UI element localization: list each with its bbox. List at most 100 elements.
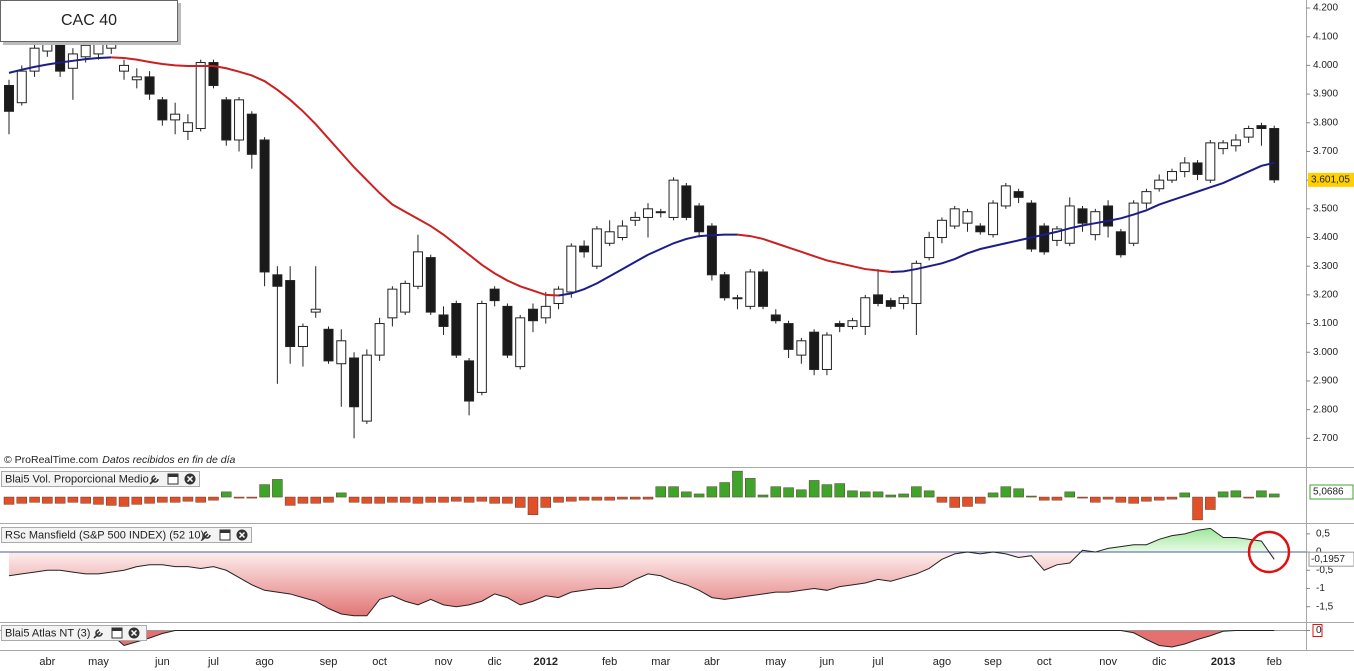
bar: [16, 496, 28, 504]
bar: [208, 496, 219, 501]
x-tick-label: sep: [320, 656, 338, 668]
candle-body: [617, 225, 628, 239]
bar: [169, 496, 181, 503]
candle-body: [1064, 205, 1075, 244]
candle-body: [119, 64, 130, 72]
candle-body: [489, 288, 500, 302]
candle-body: [1115, 231, 1126, 256]
bar: [284, 496, 296, 506]
bar: [489, 496, 500, 504]
x-tick-label: dic: [488, 656, 503, 668]
bar: [1128, 496, 1139, 504]
candle-body: [936, 219, 947, 239]
last-value-label: -0,1957: [1311, 554, 1345, 565]
bar: [361, 496, 373, 504]
bar: [221, 491, 232, 498]
settings-icon[interactable]: [149, 475, 159, 485]
bar: [604, 496, 615, 501]
candle-body: [591, 228, 602, 267]
candle-body: [885, 300, 896, 307]
bar: [195, 496, 206, 503]
bar: [476, 496, 488, 502]
bar: [706, 486, 718, 498]
candle-body: [962, 211, 973, 224]
candle-body: [681, 185, 692, 218]
y-tick-label: 3.500: [1313, 203, 1338, 214]
last-value-box: [1309, 484, 1354, 500]
bar: [949, 496, 960, 508]
bar: [770, 486, 782, 498]
candle-body: [668, 179, 679, 218]
bar: [668, 486, 679, 498]
y-tick-label: 3.200: [1313, 290, 1338, 301]
y-tick-label: 2.700: [1313, 433, 1338, 444]
bar: [681, 491, 692, 498]
panel-title: Blai5 Atlas NT (3): [5, 627, 90, 639]
candle-body: [425, 257, 436, 313]
close-x: [130, 629, 138, 637]
candle-body: [655, 211, 666, 214]
candle-body: [847, 320, 858, 327]
x-tick-label: feb: [1267, 656, 1282, 668]
panel-title: RSc Mansfield (S&P 500 INDEX) (52 10): [5, 529, 204, 541]
candle-body: [924, 237, 935, 259]
candle-body: [566, 245, 577, 293]
candle-body: [1077, 208, 1088, 224]
bar: [578, 496, 590, 501]
bar: [1268, 493, 1280, 498]
candle-body: [1128, 202, 1139, 244]
bar: [1166, 496, 1178, 500]
y-tick-label: 0,5: [1316, 528, 1330, 539]
candle-body: [170, 113, 181, 121]
candle-body: [630, 216, 641, 221]
bar: [783, 487, 794, 498]
x-tick-label: oct: [372, 656, 387, 668]
bar: [1179, 492, 1191, 498]
candle-body: [16, 70, 27, 104]
header-frame: [1, 527, 252, 543]
x-tick-label: ago: [933, 656, 951, 668]
candle-body: [809, 331, 820, 370]
bar: [1051, 496, 1063, 501]
last-value-label: 5,0686: [1313, 487, 1344, 498]
bar: [1243, 496, 1254, 499]
bar: [834, 483, 845, 498]
x-tick-label: nov: [1099, 656, 1117, 668]
bar: [1064, 491, 1075, 498]
y-tick-label: 3.700: [1313, 146, 1338, 157]
candle-body: [29, 47, 40, 72]
source-note: © ProRealTime.com Datos recibidos en fin …: [4, 454, 236, 466]
x-tick-label: dic: [1152, 656, 1167, 668]
settings-icon[interactable]: [201, 531, 211, 541]
y-tick-label: 3.100: [1313, 318, 1338, 329]
bar: [412, 496, 424, 504]
candle-body: [310, 308, 321, 313]
bar: [1026, 495, 1037, 498]
bar: [374, 496, 385, 504]
note: Datos recibidos en fin de día: [102, 454, 235, 466]
candle-body: [1026, 202, 1037, 250]
bar: [118, 496, 130, 507]
candle-body: [438, 314, 449, 327]
candle-body: [1154, 179, 1165, 190]
candle-body: [1051, 228, 1062, 241]
bar: [911, 486, 922, 498]
area-below: [9, 552, 1275, 616]
y-tick-label: -1: [1316, 583, 1325, 594]
x-tick-label: mar: [651, 656, 670, 668]
window-icon-bar: [168, 474, 178, 477]
moving-average: [111, 56, 559, 297]
last-price-box: [1308, 172, 1354, 187]
bar: [1090, 496, 1101, 503]
bar: [1038, 496, 1050, 501]
bar: [144, 496, 155, 504]
settings-icon[interactable]: [93, 629, 103, 639]
x-tick-label: may: [88, 656, 109, 668]
candle-body: [221, 99, 232, 141]
candle-body: [949, 208, 960, 227]
bar: [808, 480, 820, 498]
bar: [233, 496, 245, 499]
highlight-circle: [1247, 530, 1291, 574]
y-tick-label: 0: [1316, 625, 1322, 636]
title-box: CAC 40: [0, 0, 181, 45]
